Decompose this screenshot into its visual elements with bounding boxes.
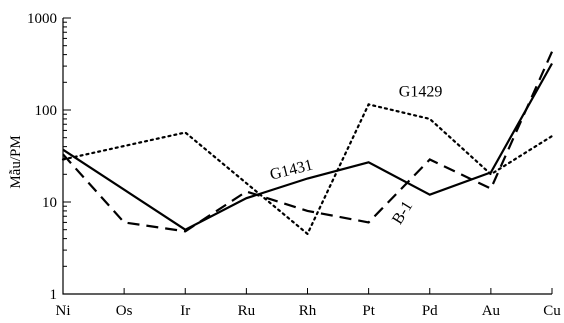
x-tick-label: Rh (299, 303, 317, 319)
y-ticks: 1 10 100 1000 (27, 11, 71, 303)
y-axis-label: Mẫu/PM (8, 135, 24, 188)
y-tick-label: 100 (35, 103, 58, 119)
y-tick-label: 1 (50, 287, 58, 303)
x-tick-label: Os (116, 303, 133, 319)
series-line-g1429 (61, 103, 554, 236)
x-tick-label: Ir (180, 303, 190, 319)
x-tick-label: Pd (422, 303, 438, 319)
x-tick-label: Ni (56, 303, 71, 319)
axes (62, 18, 552, 295)
series-label-b-1: B-1 (389, 198, 416, 227)
y-tick-label: 10 (42, 195, 57, 211)
x-tick-label: Cu (543, 303, 561, 319)
series-lines (61, 51, 554, 236)
x-tick-label: Au (482, 303, 501, 319)
axis-frame (62, 18, 552, 295)
series-line-g1431 (62, 62, 553, 231)
series-label-g1431: G1431 (268, 157, 314, 184)
y-tick-label: 1000 (27, 11, 57, 27)
series-line-b-1 (62, 51, 554, 233)
x-tick-label: Ru (238, 303, 256, 319)
x-ticks: Ni Os Ir Ru Rh Pt Pd Au Cu (56, 288, 561, 319)
series-label-g1429: G1429 (399, 83, 443, 100)
x-tick-label: Pt (362, 303, 375, 319)
